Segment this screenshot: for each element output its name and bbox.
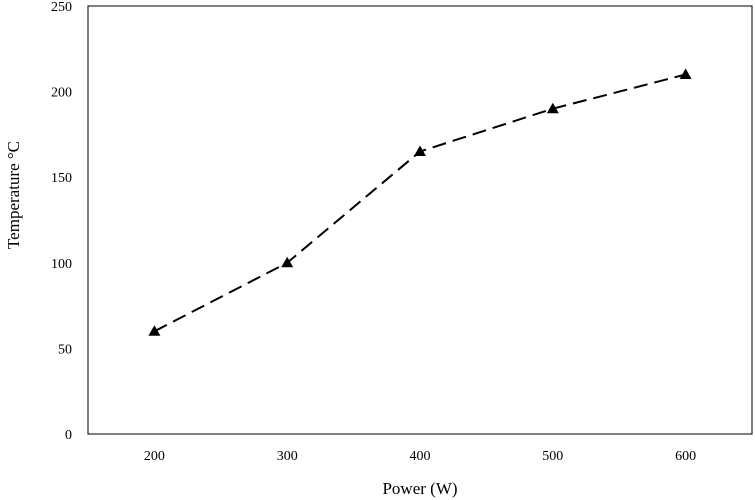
- x-tick-label: 600: [675, 449, 696, 464]
- series-layer: [148, 68, 692, 336]
- x-tick-label: 400: [410, 449, 431, 464]
- data-point-marker: [281, 256, 294, 268]
- y-tick-label: 250: [51, 0, 72, 15]
- series-line: [153, 73, 686, 333]
- y-tick-labels: 0 50 100 150 200 250: [51, 0, 72, 443]
- plot-area: [87, 5, 753, 435]
- y-tick-label: 0: [65, 428, 72, 443]
- y-tick-label: 100: [51, 257, 72, 272]
- x-tick-labels: 200 300 400 500 600: [144, 449, 696, 464]
- x-tick-label: 500: [542, 449, 563, 464]
- x-tick-label: 300: [277, 449, 298, 464]
- x-tick-label: 200: [144, 449, 165, 464]
- y-tick-label: 150: [51, 171, 72, 186]
- data-point-marker: [679, 68, 692, 79]
- y-tick-label: 50: [58, 342, 72, 357]
- y-axis-title: Temperature °C: [4, 141, 23, 249]
- data-point-marker: [546, 102, 559, 114]
- x-axis-title: Power (W): [382, 479, 457, 498]
- data-point-marker: [414, 145, 426, 157]
- y-tick-label: 200: [51, 86, 72, 101]
- data-point-marker: [148, 325, 161, 336]
